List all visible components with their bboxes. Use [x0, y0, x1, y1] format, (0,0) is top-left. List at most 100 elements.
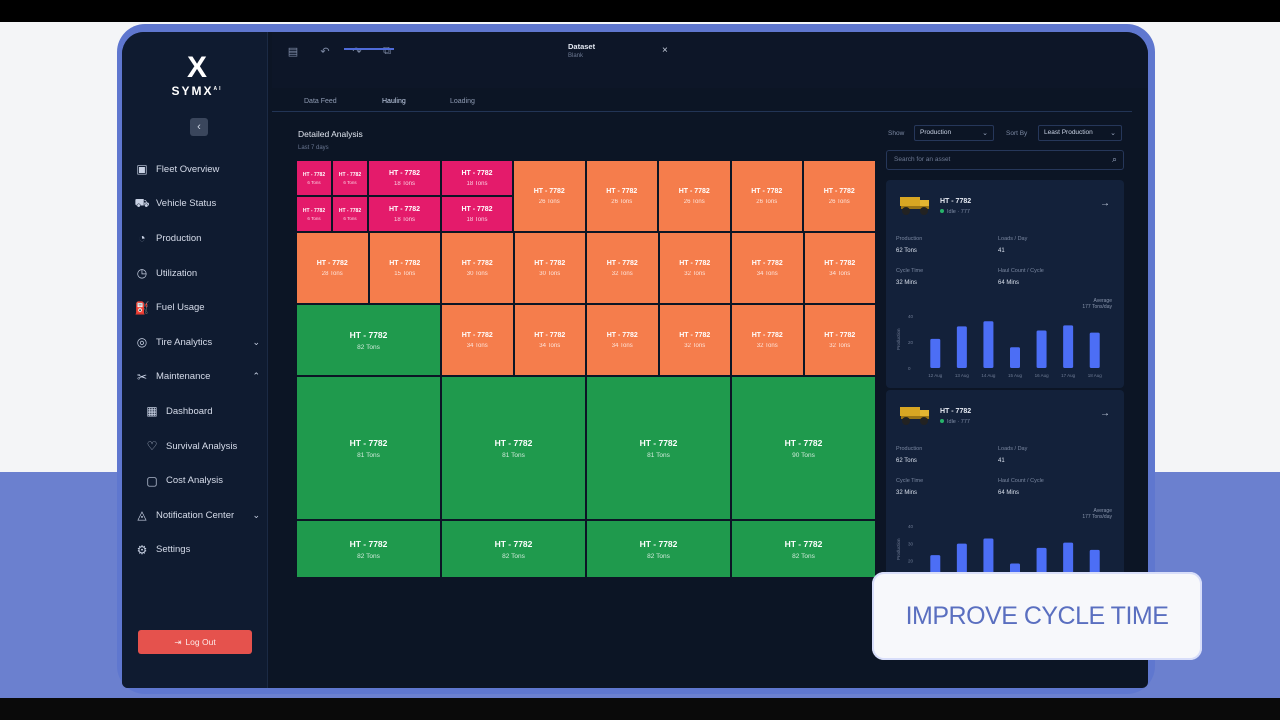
bar[interactable] [1010, 347, 1020, 368]
treemap-tile[interactable]: HT - 7782 81 Tons [441, 376, 586, 520]
treemap-tile[interactable]: HT - 7782 6 Tons [332, 160, 368, 196]
sidebar-item-survival-analysis[interactable]: ♡ Survival Analysis [134, 429, 264, 464]
treemap-tile[interactable]: HT - 7782 90 Tons [731, 376, 876, 520]
chevron-up-icon[interactable]: ⌃ [252, 371, 260, 382]
treemap-tile[interactable]: HT - 7782 18 Tons [441, 196, 513, 232]
sidebar-item-cost-analysis[interactable]: ▢ Cost Analysis [134, 463, 264, 498]
sidebar-item-notification-center[interactable]: ◬ Notification Center ⌄ [134, 498, 264, 533]
treemap-tile[interactable]: HT - 7782 82 Tons [441, 520, 586, 578]
treemap-tile[interactable]: HT - 7782 26 Tons [730, 160, 803, 232]
production-treemap: HT - 7782 6 Tons HT - 7782 6 Tons HT - 7782 1… [296, 160, 876, 578]
sort-select[interactable]: Least Production ⌄ [1038, 125, 1122, 141]
redo-icon[interactable]: ↷ [352, 46, 362, 58]
search-icon: ⌕ [1111, 154, 1117, 164]
panel-title: Detailed Analysis [298, 129, 363, 139]
bar[interactable] [956, 326, 967, 368]
sidebar-item-dashboard[interactable]: ▦ Dashboard [134, 394, 264, 429]
bar[interactable] [956, 543, 967, 578]
tab-hauling[interactable]: Hauling [382, 98, 406, 105]
tile-asset-name: HT - 7782 [679, 259, 711, 267]
tile-asset-name: HT - 7782 [606, 331, 638, 339]
treemap-tile[interactable]: HT - 7782 30 Tons [441, 232, 514, 304]
logo-suffix: AI [213, 86, 223, 92]
treemap-tile[interactable]: HT - 7782 32 Tons [586, 232, 659, 304]
tile-asset-name: HT - 7782 [678, 187, 710, 195]
treemap-tile[interactable]: HT - 7782 18 Tons [441, 160, 513, 196]
treemap-tile[interactable]: HT - 7782 26 Tons [585, 160, 658, 232]
treemap-tile[interactable]: HT - 7782 34 Tons [586, 304, 659, 376]
treemap-tile[interactable]: HT - 7782 18 Tons [368, 160, 441, 196]
bar[interactable] [1036, 547, 1047, 578]
sidebar-item-fleet-overview[interactable]: ▣ Fleet Overview [134, 152, 264, 187]
treemap-tile[interactable]: HT - 7782 30 Tons [513, 232, 586, 304]
bar[interactable] [1089, 332, 1100, 368]
sidebar-item-label: Fuel Usage [156, 302, 205, 314]
tab-data-feed[interactable]: Data Feed [304, 98, 337, 105]
treemap-tile[interactable]: HT - 7782 32 Tons [658, 232, 731, 304]
asset-status-text: Idle · 777 [947, 209, 970, 215]
treemap-tile[interactable]: HT - 7782 82 Tons [296, 520, 441, 578]
sidebar-item-settings[interactable]: ⚙ Settings [134, 533, 264, 568]
asset-status-text: Idle · 777 [947, 419, 970, 425]
close-document-icon[interactable]: × [662, 45, 668, 56]
undo-icon[interactable]: ↶ [320, 46, 330, 58]
asset-card[interactable]: HT - 7782 Idle · 777 → Production 62 Tons Loa… [886, 180, 1124, 388]
treemap-tile[interactable]: HT - 7782 26 Tons [803, 160, 876, 232]
treemap-tile[interactable]: HT - 7782 26 Tons [658, 160, 731, 232]
treemap-tile[interactable]: HT - 7782 28 Tons [296, 232, 369, 304]
treemap-tile[interactable]: HT - 7782 34 Tons [731, 232, 804, 304]
tab-loading[interactable]: Loading [450, 98, 475, 105]
tile-asset-name: HT - 7782 [751, 187, 783, 195]
bar[interactable] [1063, 542, 1074, 578]
bar[interactable] [983, 538, 994, 578]
treemap-tile[interactable]: HT - 7782 15 Tons [368, 232, 441, 304]
asset-search-input[interactable]: Search for an asset ⌕ [886, 150, 1124, 170]
treemap-tile[interactable]: HT - 7782 82 Tons [586, 520, 731, 578]
tile-production-value: 32 Tons [829, 342, 851, 349]
bar[interactable] [1089, 549, 1100, 578]
search-placeholder: Search for an asset [894, 156, 951, 163]
sidebar-item-tire-analytics[interactable]: ◎ Tire Analytics ⌄ [134, 325, 264, 360]
treemap-tile[interactable]: HT - 7782 32 Tons [731, 304, 804, 376]
sidebar-item-fuel-usage[interactable]: ⛽ Fuel Usage [134, 290, 264, 325]
chevron-down-icon[interactable]: ⌄ [252, 509, 260, 520]
treemap-tile[interactable]: HT - 7782 81 Tons [586, 376, 731, 520]
treemap-tile[interactable]: HT - 7782 32 Tons [658, 304, 731, 376]
show-select[interactable]: Production ⌄ [914, 125, 994, 141]
treemap-tile[interactable]: HT - 7782 34 Tons [513, 304, 586, 376]
copy-icon[interactable]: ⧉ [383, 45, 391, 57]
logout-button[interactable]: ⇥ Log Out [138, 630, 252, 654]
layout-icon[interactable]: ▤ [287, 46, 299, 58]
sidebar-collapse-button[interactable]: ‹ [190, 118, 208, 136]
average-label: Average [1093, 298, 1112, 304]
treemap-tile[interactable]: HT - 7782 82 Tons [296, 304, 441, 376]
treemap-tile[interactable]: HT - 7782 32 Tons [803, 304, 876, 376]
treemap-tile[interactable]: HT - 7782 34 Tons [441, 304, 514, 376]
bar[interactable] [930, 338, 941, 368]
treemap-tile[interactable]: HT - 7782 26 Tons [513, 160, 586, 232]
arrow-right-icon[interactable]: → [1100, 408, 1110, 419]
treemap-tile[interactable]: HT - 7782 6 Tons [332, 196, 368, 232]
treemap-tile[interactable]: HT - 7782 6 Tons [296, 160, 332, 196]
bar[interactable] [983, 321, 994, 368]
sidebar-item-utilization[interactable]: ◷ Utilization [134, 256, 264, 291]
sidebar-item-vehicle-status[interactable]: ⛟ Vehicle Status [134, 187, 264, 222]
treemap-tile[interactable]: HT - 7782 18 Tons [368, 196, 441, 232]
chevron-down-icon[interactable]: ⌄ [252, 336, 260, 347]
tile-asset-name: HT - 7782 [823, 187, 855, 195]
tile-production-value: 32 Tons [684, 270, 706, 277]
treemap-tile[interactable]: HT - 7782 6 Tons [296, 196, 332, 232]
treemap-tile[interactable]: HT - 7782 81 Tons [296, 376, 441, 520]
treemap-tile[interactable]: HT - 7782 34 Tons [803, 232, 876, 304]
logo-wordmark: SYMXAI [162, 84, 232, 98]
treemap-tile[interactable]: HT - 7782 82 Tons [731, 520, 876, 578]
dump-truck-icon [900, 407, 929, 425]
tile-production-value: 6 Tons [307, 179, 321, 185]
arrow-right-icon[interactable]: → [1100, 198, 1110, 209]
sidebar-item-maintenance[interactable]: ✂ Maintenance ⌃ [134, 360, 264, 395]
asset-card[interactable]: HT - 7782 Idle · 777 → Production 62 Tons Loa… [886, 390, 1124, 598]
bar[interactable] [1063, 325, 1074, 368]
bar[interactable] [1036, 330, 1047, 368]
sidebar-item-production[interactable]: ◔ Production [134, 221, 264, 256]
tile-asset-name: HT - 7782 [461, 331, 493, 339]
